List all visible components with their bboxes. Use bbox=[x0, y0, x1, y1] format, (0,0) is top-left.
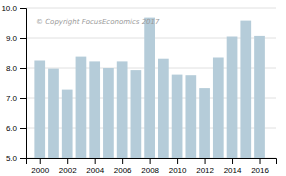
tick-mark bbox=[20, 38, 26, 39]
tick-mark bbox=[20, 98, 26, 99]
tick: 6.0 bbox=[6, 124, 26, 133]
tick-mark bbox=[95, 158, 96, 164]
tick-mark bbox=[20, 8, 26, 9]
bar bbox=[144, 18, 155, 158]
tick-mark bbox=[67, 158, 68, 164]
tick-label: 10.0 bbox=[1, 4, 17, 13]
tick-label: 2006 bbox=[114, 166, 132, 175]
tick-mark bbox=[205, 158, 206, 164]
bar bbox=[254, 36, 265, 158]
tick: 2006 bbox=[114, 158, 132, 175]
tick-label: 6.0 bbox=[6, 124, 18, 133]
tick-mark bbox=[232, 158, 233, 164]
tick-label: 2000 bbox=[31, 166, 49, 175]
tick-mark bbox=[150, 158, 151, 164]
bar bbox=[131, 70, 142, 158]
plot: 5.06.07.08.09.010.0200020022004200620082… bbox=[1, 4, 276, 175]
tick-label: 2002 bbox=[59, 166, 77, 175]
tick: 2008 bbox=[141, 158, 159, 175]
tick: 10.0 bbox=[1, 4, 26, 13]
axis-line bbox=[20, 9, 27, 159]
tick: 2000 bbox=[31, 158, 49, 175]
x-axis: 2000 2002 2004 2006 2008 2010 2012 2014 2016 bbox=[27, 158, 277, 175]
tick-mark bbox=[260, 158, 261, 164]
tick-label: 8.0 bbox=[6, 64, 18, 73]
bar bbox=[89, 61, 100, 158]
axis-line bbox=[27, 159, 277, 165]
bar bbox=[227, 37, 238, 159]
tick: 8.0 bbox=[6, 64, 26, 73]
tick: 2016 bbox=[251, 158, 269, 175]
tick-mark bbox=[20, 158, 26, 159]
tick: 2010 bbox=[169, 158, 187, 175]
grid-line bbox=[26, 8, 276, 9]
tick: 2012 bbox=[196, 158, 214, 175]
tick: 7.0 bbox=[6, 94, 26, 103]
bar bbox=[199, 88, 210, 158]
tick-label: 2012 bbox=[196, 166, 214, 175]
tick-mark bbox=[20, 68, 26, 69]
tick-label: 2010 bbox=[169, 166, 187, 175]
chart: 5.06.07.08.09.010.0200020022004200620082… bbox=[0, 0, 286, 176]
tick-mark bbox=[20, 128, 26, 129]
bars bbox=[34, 18, 264, 158]
tick: 9.0 bbox=[6, 34, 26, 43]
bar bbox=[103, 68, 114, 158]
bar bbox=[172, 75, 183, 158]
tick-mark bbox=[177, 158, 178, 164]
tick-label: 7.0 bbox=[6, 94, 18, 103]
tick-label: 2004 bbox=[86, 166, 104, 175]
y-axis: 5.0 6.0 7.0 8.0 9.0 10.0 bbox=[1, 4, 26, 163]
annotation: © Copyright FocusEconomics 2017 bbox=[36, 18, 160, 26]
bar bbox=[34, 61, 45, 159]
tick-label: 9.0 bbox=[6, 34, 18, 43]
tick: 2002 bbox=[59, 158, 77, 175]
tick-label: 2008 bbox=[141, 166, 159, 175]
tick-mark bbox=[122, 158, 123, 164]
grid bbox=[26, 8, 276, 158]
tick: 2014 bbox=[224, 158, 242, 175]
bar bbox=[117, 61, 128, 158]
bar bbox=[62, 90, 73, 158]
bar bbox=[213, 58, 224, 159]
tick: 5.0 bbox=[6, 154, 26, 163]
bar bbox=[76, 57, 87, 158]
tick-label: 5.0 bbox=[6, 154, 18, 163]
bar bbox=[48, 69, 59, 158]
bar bbox=[185, 75, 196, 158]
tick-mark bbox=[40, 158, 41, 164]
tick: 2004 bbox=[86, 158, 104, 175]
bar bbox=[240, 21, 251, 158]
tick-label: 2014 bbox=[224, 166, 242, 175]
tick-label: 2016 bbox=[251, 166, 269, 175]
bar bbox=[158, 59, 169, 158]
